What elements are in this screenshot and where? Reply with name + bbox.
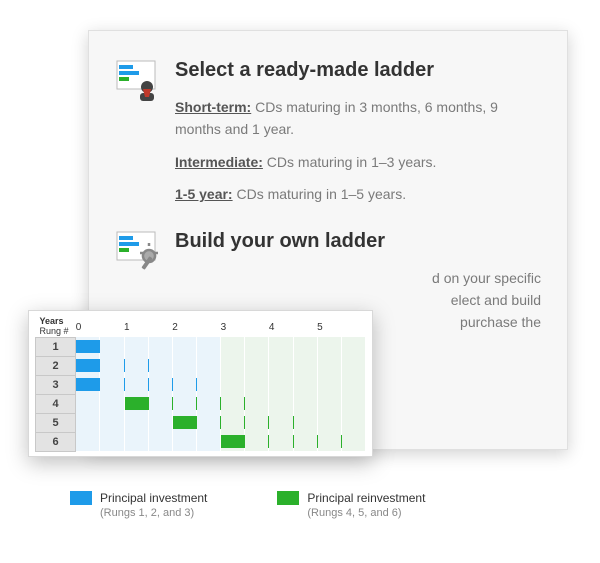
short-term-label: Short-term:: [175, 99, 251, 115]
ready-made-section: Select a ready-made ladder Short-term: C…: [115, 59, 541, 216]
one-five-text: CDs maturing in 1–5 years.: [233, 186, 407, 202]
legend-principal-investment: Principal investment (Rungs 1, 2, and 3): [70, 490, 207, 521]
intermediate-label: Intermediate:: [175, 154, 263, 170]
legend-principal-reinvestment: Principal reinvestment (Rungs 4, 5, and …: [277, 490, 425, 521]
chart-legend: Principal investment (Rungs 1, 2, and 3)…: [70, 490, 425, 521]
legend-b-line2: (Rungs 4, 5, and 6): [307, 506, 425, 521]
legend-green-swatch: [277, 491, 299, 505]
ready-made-icon: [115, 59, 175, 110]
legend-blue-swatch: [70, 491, 92, 505]
short-term-option[interactable]: Short-term: CDs maturing in 3 months, 6 …: [175, 96, 541, 141]
legend-b-line1: Principal reinvestment: [307, 490, 425, 506]
gantt-chart-card: YearsRung #012345123456: [28, 310, 373, 457]
gantt-chart: YearsRung #012345123456: [35, 317, 366, 452]
legend-a-line1: Principal investment: [100, 490, 207, 506]
one-five-label: 1-5 year:: [175, 186, 233, 202]
legend-a-line2: (Rungs 1, 2, and 3): [100, 506, 207, 521]
ready-made-title: Select a ready-made ladder: [175, 59, 541, 82]
one-five-year-option[interactable]: 1-5 year: CDs maturing in 1–5 years.: [175, 183, 541, 205]
intermediate-option[interactable]: Intermediate: CDs maturing in 1–3 years.: [175, 151, 541, 173]
build-own-icon: [115, 230, 175, 281]
intermediate-text: CDs maturing in 1–3 years.: [263, 154, 437, 170]
build-own-title: Build your own ladder: [175, 230, 541, 253]
